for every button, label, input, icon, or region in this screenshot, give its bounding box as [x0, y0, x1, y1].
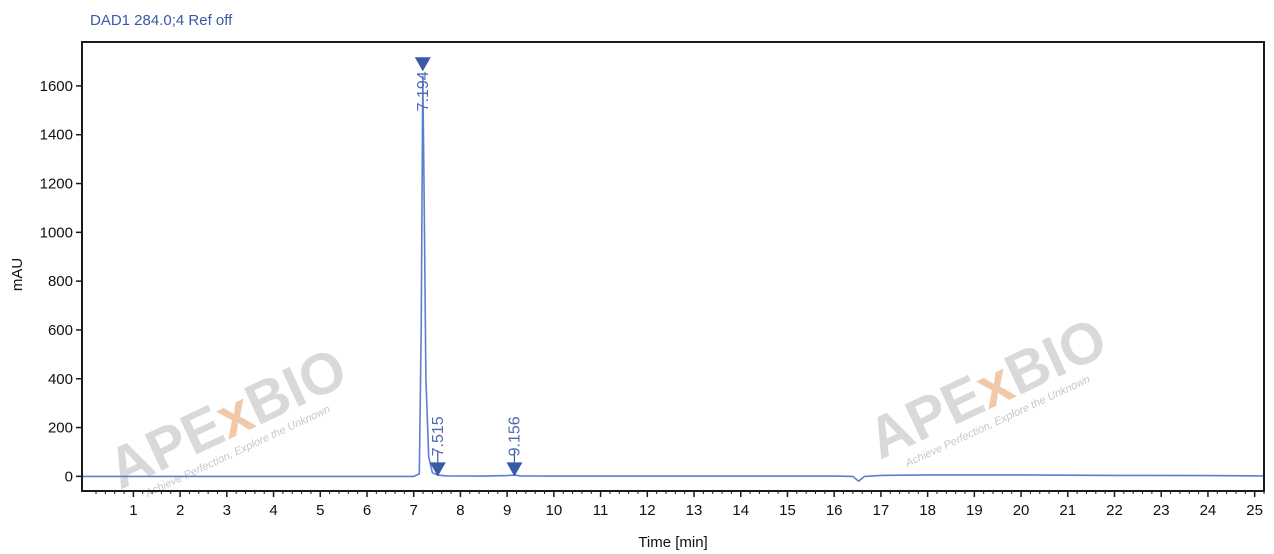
y-tick-label: 1400 [40, 127, 73, 144]
y-tick-label: 1600 [40, 78, 73, 95]
x-tick-label: 6 [363, 502, 371, 519]
y-axis-label: mAU [9, 258, 26, 291]
x-tick-label: 12 [639, 502, 656, 519]
x-axis-label: Time [min] [638, 534, 707, 551]
x-tick-label: 7 [410, 502, 418, 519]
peak-marker [429, 462, 446, 477]
x-tick-label: 24 [1200, 502, 1217, 519]
x-tick-label: 8 [456, 502, 464, 519]
y-tick-label: 800 [48, 273, 73, 290]
x-tick-label: 15 [779, 502, 796, 519]
series-group [82, 75, 1265, 482]
x-tick-label: 11 [593, 502, 609, 519]
x-tick-label: 19 [966, 502, 983, 519]
y-tick-label: 400 [48, 371, 73, 388]
x-tick-label: 2 [176, 502, 184, 519]
y-tick-label: 0 [65, 468, 73, 485]
x-tick-label: 4 [269, 502, 277, 519]
x-tick-label: 5 [316, 502, 324, 519]
x-tick-label: 1 [129, 502, 137, 519]
chart-title: DAD1 284.0;4 Ref off [90, 12, 233, 29]
x-tick-label: 10 [546, 502, 563, 519]
x-tick-label: 17 [873, 502, 890, 519]
x-tick-label: 18 [919, 502, 936, 519]
x-tick-label: 3 [223, 502, 231, 519]
plot-frame [81, 41, 1265, 492]
x-tick-label: 23 [1153, 502, 1170, 519]
x-tick-label: 22 [1106, 502, 1123, 519]
watermark-right: APExBIO Achieve Perfection, Explore the … [858, 305, 1116, 472]
y-tick-label: 200 [48, 420, 73, 437]
x-tick-label: 13 [686, 502, 703, 519]
x-tick-label: 21 [1059, 502, 1076, 519]
x-tick-label: 14 [732, 502, 749, 519]
peak-marker [506, 462, 523, 477]
peak-label: 7.194 [415, 71, 432, 111]
x-tick-label: 9 [503, 502, 511, 519]
peak-label: 7.515 [430, 416, 447, 456]
peak-annotations: 7.194 7.515 9.156 [414, 57, 523, 477]
x-tick-label: 25 [1246, 502, 1263, 519]
series-line [82, 75, 1265, 482]
watermark-left: APExBIO Achieve Perfection, Explore the … [98, 335, 356, 502]
x-tick-label: 16 [826, 502, 843, 519]
peak-marker [414, 57, 431, 72]
y-tick-label: 1000 [40, 224, 73, 241]
y-tick-label: 600 [48, 322, 73, 339]
y-tick-label: 1200 [40, 176, 73, 193]
x-tick-label: 20 [1013, 502, 1030, 519]
peak-label: 9.156 [506, 416, 523, 456]
